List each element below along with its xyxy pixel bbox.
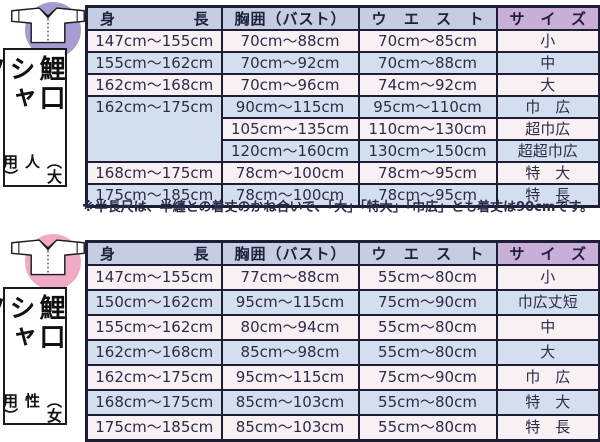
size-table-adult: 身長 胸囲（バスト） ウエスト サイズ 147cm〜155cm 70cm〜88cm… [85,5,600,208]
table-cell: 175cm〜185cm [85,183,223,208]
header-height: 身長 [85,240,223,266]
women-title-box: 鯉口シャツ （女性用） [0,287,67,425]
table-cell: 特 長 [495,414,600,442]
table-header-row: 身長 胸囲（バスト） ウエスト サイズ [85,240,600,266]
koikuchi-shirt-icon [11,239,85,276]
table-cell: 55cm〜80cm [357,314,498,341]
table-cell: 162cm〜175cm [85,95,223,163]
table-cell: 120cm〜160cm [220,139,360,163]
header-waist: ウエスト [357,5,498,31]
table-cell: 95cm〜110cm [357,95,498,119]
table-row: 162cm〜175cm 95cm〜115cm 75cm〜90cm 巾 広 [85,364,600,391]
table-cell: 巾 広 [495,364,600,391]
table-row: 150cm〜162cm 95cm〜115cm 75cm〜90cm 巾広丈短 [85,289,600,316]
table-cell: 77cm〜88cm [220,264,360,291]
table-cell: 80cm〜94cm [220,314,360,341]
table-row: 162cm〜168cm 85cm〜98cm 55cm〜80cm 大 [85,339,600,366]
adult-subtitle: （大人用） [1,154,63,185]
table-cell: 75cm〜90cm [357,364,498,391]
table-cell: 超巾広 [495,117,600,141]
table-cell: 75cm〜90cm [357,289,498,316]
table-cell: 55cm〜80cm [357,264,498,291]
table-row: 168cm〜175cm 85cm〜103cm 55cm〜80cm 特 大 [85,389,600,416]
table-row: 175cm〜185cm 85cm〜103cm 55cm〜80cm 特 長 [85,414,600,442]
table-cell: 168cm〜175cm [85,161,223,185]
header-size: サイズ [495,5,600,31]
table-cell: 74cm〜92cm [357,73,498,97]
table-cell: 70cm〜96cm [220,73,360,97]
table-cell: 特 大 [495,161,600,185]
table-row: 162cm〜175cm 90cm〜115cm 95cm〜110cm 巾 広 [85,95,600,163]
table-cell: 巾 広 [495,95,600,119]
koikuchi-shirt-icon [11,7,85,44]
table-row: 147cm〜155cm 77cm〜88cm 55cm〜80cm 小 [85,264,600,291]
table-row: 147cm〜155cm 70cm〜88cm 70cm〜85cm 小 [85,29,600,53]
table-cell: 95cm〜115cm [220,364,360,391]
women-subtitle: （女性用） [1,392,63,423]
table-cell: 大 [495,73,600,97]
table-cell: 85cm〜103cm [220,414,360,442]
table-cell: 78cm〜95cm [357,183,498,208]
table-cell: 110cm〜130cm [357,117,498,141]
table-cell: 小 [495,264,600,291]
table-row: 155cm〜162cm 70cm〜92cm 70cm〜88cm 中 [85,51,600,75]
table-cell: 巾広丈短 [495,289,600,316]
table-cell: 150cm〜162cm [85,289,223,316]
table-cell: 147cm〜155cm [85,29,223,53]
header-bust: 胸囲（バスト） [220,5,360,31]
table-cell: 162cm〜168cm [85,73,223,97]
table-cell: 162cm〜175cm [85,364,223,391]
size-table-women: 身長 胸囲（バスト） ウエスト サイズ 147cm〜155cm 77cm〜88cm… [85,240,600,442]
table-cell: 中 [495,51,600,75]
table-cell: 78cm〜100cm [220,161,360,185]
header-size: サイズ [495,240,600,266]
table-cell: 168cm〜175cm [85,389,223,416]
table-cell: 130cm〜150cm [357,139,498,163]
table-cell: 155cm〜162cm [85,51,223,75]
size-note: ※半長尺は、半纏との着丈のかね合いで、「大」「特大」「巾広」とも着丈は90cmで… [82,200,594,215]
table-cell: 55cm〜80cm [357,389,498,416]
table-cell: 大 [495,339,600,366]
table-cell: 55cm〜80cm [357,339,498,366]
table-cell: 特 長 [495,183,600,208]
table-cell: 70cm〜85cm [357,29,498,53]
header-height: 身長 [85,5,223,31]
adult-title: 鯉口シャツ [0,55,65,113]
table-header-row: 身長 胸囲（バスト） ウエスト サイズ [85,5,600,31]
table-cell: 147cm〜155cm [85,264,223,291]
table-cell: 70cm〜88cm [357,51,498,75]
table-cell: 78cm〜95cm [357,161,498,185]
table-row: 105cm〜135cm 110cm〜130cm 超巾広 [87,117,600,141]
table-cell: 90cm〜115cm [220,95,360,119]
women-title: 鯉口シャツ [0,294,65,352]
table-cell: 155cm〜162cm [85,314,223,341]
table-row: 175cm〜185cm 78cm〜100cm 78cm〜95cm 特 長 [85,183,600,208]
table-cell: 162cm〜168cm [85,339,223,366]
table-row: 168cm〜175cm 78cm〜100cm 78cm〜95cm 特 大 [85,161,600,185]
header-bust: 胸囲（バスト） [220,240,360,266]
table-cell: 175cm〜185cm [85,414,223,442]
table-cell: 70cm〜92cm [220,51,360,75]
table-cell: 85cm〜98cm [220,339,360,366]
table-cell: 70cm〜88cm [220,29,360,53]
table-cell: 95cm〜115cm [220,289,360,316]
table-cell: 105cm〜135cm [220,117,360,141]
table-row: 120cm〜160cm 130cm〜150cm 超超巾広 [87,139,600,163]
adult-title-box: 鯉口シャツ （大人用） [0,48,67,187]
table-row: 162cm〜168cm 70cm〜96cm 74cm〜92cm 大 [85,73,600,97]
table-cell: 小 [495,29,600,53]
table-cell: 超超巾広 [495,139,600,163]
table-cell: 中 [495,314,600,341]
table-cell: 特 大 [495,389,600,416]
table-cell: 55cm〜80cm [357,414,498,442]
table-cell: 78cm〜100cm [220,183,360,208]
table-cell: 85cm〜103cm [220,389,360,416]
table-row: 155cm〜162cm 80cm〜94cm 55cm〜80cm 中 [85,314,600,341]
header-waist: ウエスト [357,240,498,266]
